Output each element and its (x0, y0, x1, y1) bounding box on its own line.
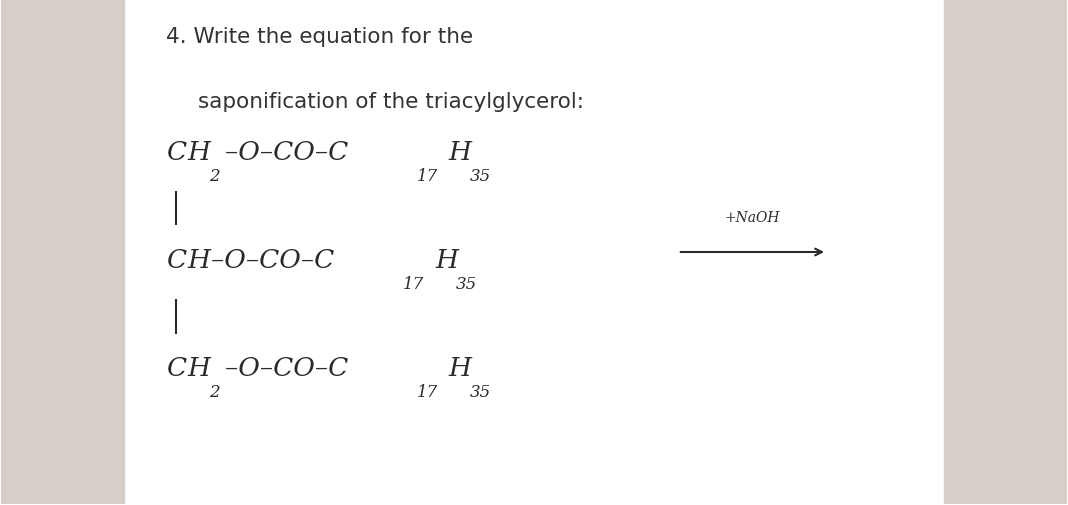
Text: –O–CO–C: –O–CO–C (225, 356, 348, 381)
Text: H: H (188, 247, 210, 273)
Text: 4. Write the equation for the: 4. Write the equation for the (167, 26, 473, 46)
Text: –O–CO–C: –O–CO–C (211, 247, 334, 273)
Text: 17: 17 (417, 168, 438, 185)
Text: C: C (167, 247, 187, 273)
Text: H: H (435, 247, 458, 273)
Text: 17: 17 (403, 276, 424, 293)
Text: 35: 35 (470, 168, 491, 185)
Text: C: C (167, 356, 187, 381)
Text: +NaOH: +NaOH (724, 211, 780, 225)
Bar (944, 2, 1067, 503)
Text: H: H (188, 356, 210, 381)
Text: H: H (449, 356, 472, 381)
Text: H: H (188, 139, 210, 165)
Bar (1, 2, 124, 503)
Text: 2: 2 (209, 384, 220, 400)
Text: 35: 35 (470, 384, 491, 400)
Text: C: C (167, 139, 187, 165)
Text: H: H (449, 139, 472, 165)
Text: –O–CO–C: –O–CO–C (225, 139, 348, 165)
Text: 35: 35 (456, 276, 477, 293)
Text: 17: 17 (417, 384, 438, 400)
Text: 2: 2 (209, 168, 220, 185)
Text: saponification of the triacylglycerol:: saponification of the triacylglycerol: (199, 92, 584, 112)
